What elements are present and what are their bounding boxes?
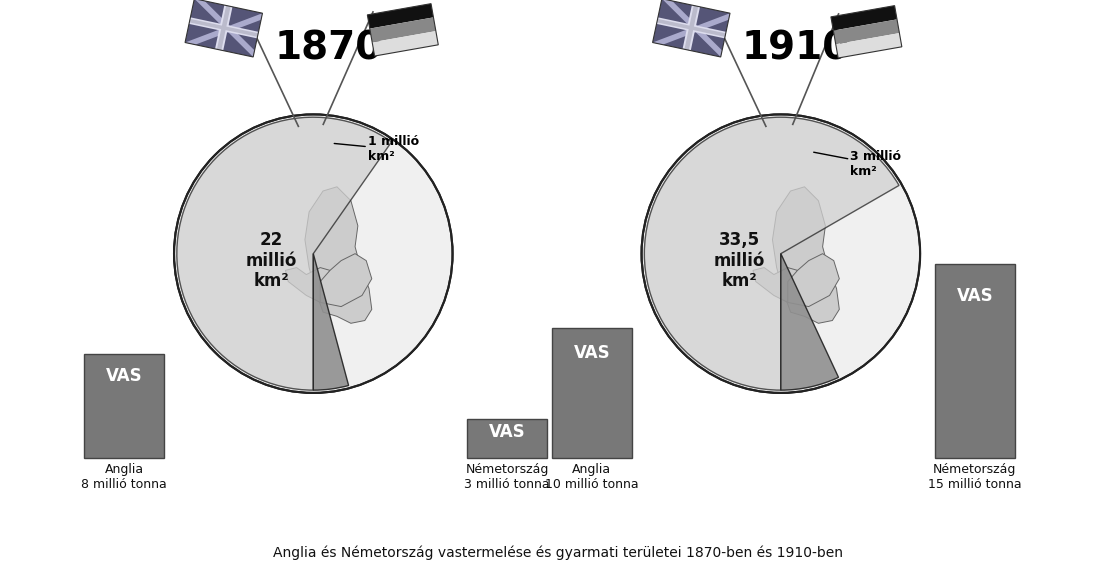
Bar — [468, 419, 547, 458]
Text: Németország
3 millió tonna: Németország 3 millió tonna — [465, 463, 550, 490]
Text: Anglia és Németország vastermelése és gyarmati területei 1870-ben és 1910-ben: Anglia és Németország vastermelése és gy… — [273, 545, 843, 560]
Polygon shape — [773, 187, 839, 323]
Bar — [935, 263, 1014, 458]
Polygon shape — [657, 19, 726, 37]
Polygon shape — [305, 187, 372, 323]
Text: Anglia
8 millió tonna: Anglia 8 millió tonna — [82, 463, 168, 490]
Bar — [85, 354, 164, 458]
Wedge shape — [645, 117, 899, 390]
Bar — [552, 328, 631, 458]
Polygon shape — [753, 267, 798, 302]
Polygon shape — [194, 0, 255, 57]
Text: Anglia
10 millió tonna: Anglia 10 millió tonna — [545, 463, 639, 490]
Text: 1870: 1870 — [274, 30, 382, 68]
Text: VAS: VAS — [106, 367, 143, 385]
Text: VAS: VAS — [956, 287, 993, 305]
Polygon shape — [652, 13, 731, 44]
Polygon shape — [833, 19, 899, 44]
Text: 3 millió
km²: 3 millió km² — [813, 150, 901, 178]
Text: 1 millió
km²: 1 millió km² — [334, 135, 419, 163]
Circle shape — [641, 114, 920, 393]
Wedge shape — [781, 254, 839, 390]
Text: VAS: VAS — [489, 423, 526, 441]
Polygon shape — [787, 254, 839, 307]
Wedge shape — [313, 254, 349, 390]
Polygon shape — [831, 6, 897, 30]
Polygon shape — [189, 17, 258, 38]
Polygon shape — [185, 13, 262, 44]
Circle shape — [174, 114, 452, 393]
Polygon shape — [286, 267, 330, 302]
Polygon shape — [367, 3, 433, 29]
Polygon shape — [321, 254, 372, 307]
Polygon shape — [216, 5, 232, 51]
Polygon shape — [662, 0, 722, 57]
Polygon shape — [370, 17, 436, 42]
Polygon shape — [185, 0, 262, 57]
Text: 1910: 1910 — [742, 30, 850, 68]
Text: 33,5
millió
km²: 33,5 millió km² — [714, 231, 765, 291]
Polygon shape — [836, 33, 901, 58]
Wedge shape — [176, 117, 392, 390]
Polygon shape — [190, 19, 258, 37]
Text: Németország
15 millió tonna: Németország 15 millió tonna — [928, 463, 1022, 490]
Polygon shape — [685, 6, 698, 50]
Polygon shape — [682, 5, 700, 51]
Text: 22
millió
km²: 22 millió km² — [246, 231, 297, 291]
Text: VAS: VAS — [573, 344, 610, 362]
Polygon shape — [652, 0, 731, 57]
Polygon shape — [657, 17, 726, 38]
Polygon shape — [217, 6, 230, 50]
Polygon shape — [372, 31, 438, 56]
